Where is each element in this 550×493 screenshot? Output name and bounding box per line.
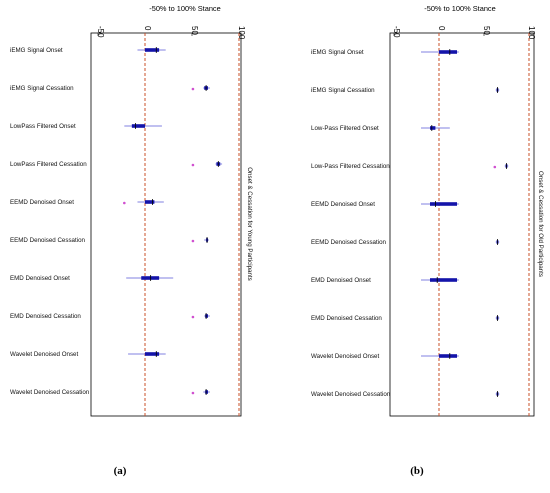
side-label: Onset & Cessation for Young Participants [246, 167, 253, 281]
reference-lines [144, 33, 240, 416]
boxplot-row: EMD Denoised Onset [10, 275, 174, 282]
plot-frame [90, 32, 242, 417]
box [205, 390, 208, 394]
box [145, 48, 160, 52]
boxplot-row: EEMD Denoised Onset [10, 199, 164, 206]
boxplot-row: iEMG Signal Cessation [10, 85, 210, 92]
row-label: Wavelet Denoised Onset [311, 353, 379, 360]
x-tick-label: -50 [392, 26, 401, 38]
outlier-point [191, 163, 195, 167]
boxplot-rows: iEMG Signal Onset iEMG Signal Cessation Lo… [10, 47, 223, 396]
outlier-point [191, 87, 195, 91]
x-tick-label: 100 [237, 26, 246, 40]
row-label: Low-Pass Filtered Onset [311, 125, 379, 132]
box [430, 126, 436, 130]
box [131, 124, 145, 128]
row-label: EEMD Denoised Cessation [311, 239, 387, 246]
x-tick-label: -50 [96, 26, 105, 38]
boxplot-row: Low-Pass Filtered Cessation [311, 163, 509, 170]
side-label: Onset & Cessation for Old Participants [537, 171, 544, 277]
row-label: EMD Denoised Onset [10, 275, 70, 282]
box [145, 200, 155, 204]
panel-caption: (a) [114, 465, 127, 477]
x-tick-label: 0 [437, 26, 446, 31]
row-label: EEMD Denoised Cessation [10, 237, 86, 244]
panel-a: -50% to 100% Stance -50 0 50 100 iEMG Signa… [10, 4, 253, 477]
row-label: iEMG Signal Onset [311, 49, 364, 56]
boxplot-row: EEMD Denoised Onset [311, 201, 459, 208]
box [430, 278, 457, 282]
row-label: Wavelet Denoised Cessation [10, 389, 90, 396]
panel-b: -50% to 100% Stance -50 0 50 100 iEMG Signa… [311, 4, 544, 477]
panel-caption: (b) [410, 465, 424, 477]
axis-title: -50% to 100% Stance [424, 4, 496, 13]
reference-lines [438, 33, 530, 416]
x-tick-label: 50 [190, 26, 199, 35]
boxplot-row: LowPass Filtered Onset [10, 123, 162, 130]
boxplot-row: EEMD Denoised Cessation [10, 237, 209, 244]
boxplot-row: Wavelet Denoised Cessation [311, 391, 500, 398]
box [141, 276, 160, 280]
row-label: iEMG Signal Cessation [10, 85, 74, 92]
outlier-point [123, 201, 126, 205]
plot-frame [389, 32, 535, 417]
boxplot-row: Wavelet Denoised Onset [10, 351, 166, 358]
outlier-point [493, 165, 497, 169]
row-label: iEMG Signal Onset [10, 47, 63, 54]
row-label: EEMD Denoised Onset [10, 199, 74, 206]
box [145, 352, 160, 356]
row-label: Wavelet Denoised Onset [10, 351, 78, 358]
row-label: LowPass Filtered Cessation [10, 161, 87, 168]
box [439, 50, 457, 54]
boxplot-row: iEMG Signal Onset [311, 49, 459, 56]
row-label: Low-Pass Filtered Cessation [311, 163, 390, 170]
x-tick-label: 0 [143, 26, 152, 31]
boxplot-row: EMD Denoised Cessation [10, 313, 210, 320]
x-tick-label: 50 [482, 26, 491, 35]
row-label: Wavelet Denoised Cessation [311, 391, 391, 398]
axis-title: -50% to 100% Stance [149, 4, 221, 13]
row-label: EEMD Denoised Onset [311, 201, 375, 208]
boxplot-row: Wavelet Denoised Cessation [10, 389, 210, 396]
boxplot-row: Wavelet Denoised Onset [311, 353, 459, 360]
outlier-point [191, 239, 195, 243]
boxplot-rows: iEMG Signal Onset iEMG Signal Cessation Lo… [311, 49, 509, 398]
row-label: EMD Denoised Cessation [311, 315, 382, 322]
outlier-point [191, 315, 195, 319]
row-label: EMD Denoised Onset [311, 277, 371, 284]
boxplot-row: iEMG Signal Cessation [311, 87, 500, 94]
box [205, 314, 208, 318]
boxplot-row: iEMG Signal Onset [10, 47, 166, 54]
boxplot-row: EMD Denoised Onset [311, 277, 459, 284]
row-label: EMD Denoised Cessation [10, 313, 81, 320]
box [439, 354, 457, 358]
row-label: LowPass Filtered Onset [10, 123, 76, 130]
box [430, 202, 457, 206]
x-tick-label: 100 [527, 26, 536, 40]
outlier-point [191, 391, 195, 395]
boxplot-row: EEMD Denoised Cessation [311, 239, 500, 246]
boxplot-row: EMD Denoised Cessation [311, 315, 500, 322]
boxplot-row: Low-Pass Filtered Onset [311, 125, 450, 132]
boxplot-row: LowPass Filtered Cessation [10, 161, 223, 168]
row-label: iEMG Signal Cessation [311, 87, 375, 94]
